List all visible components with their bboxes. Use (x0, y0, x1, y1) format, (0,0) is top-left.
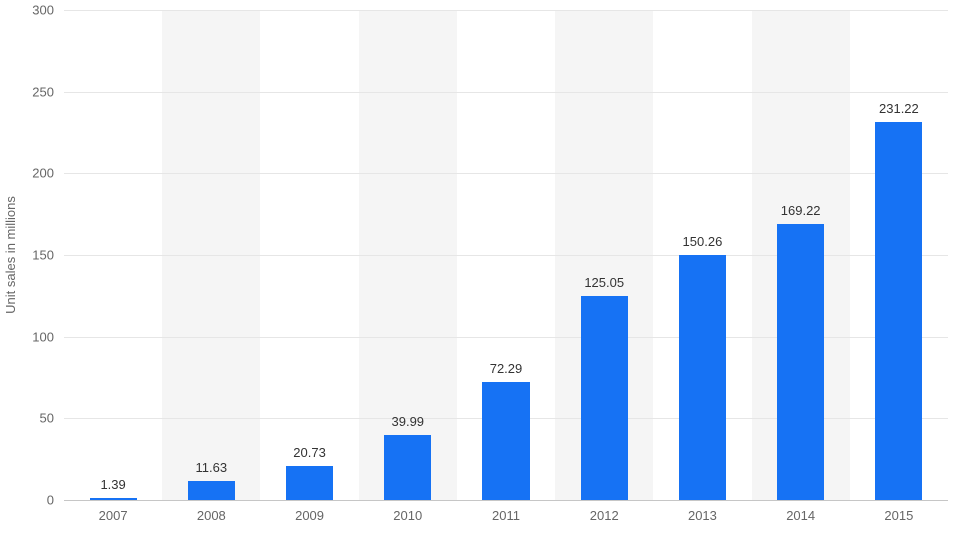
plot-area: 1.39 11.63 20.73 39.99 72.29 125.05 150.26 169.… (64, 10, 948, 500)
y-axis-title: Unit sales in millions (3, 196, 18, 314)
x-tick-label: 2008 (197, 508, 226, 523)
bar: 231.22 (875, 122, 922, 500)
bar-value-label: 1.39 (70, 477, 157, 498)
bar: 11.63 (188, 481, 235, 500)
y-tick-label: 50 (0, 411, 54, 426)
bar: 169.22 (777, 224, 824, 500)
gridline (64, 173, 948, 174)
bar-value-label: 150.26 (659, 234, 746, 255)
y-tick-label: 300 (0, 3, 54, 18)
y-tick-label: 100 (0, 329, 54, 344)
x-tick-label: 2013 (688, 508, 717, 523)
bar-value-label: 231.22 (855, 101, 942, 122)
x-tick-label: 2009 (295, 508, 324, 523)
bar: 72.29 (482, 382, 529, 500)
bar-value-label: 125.05 (561, 275, 648, 296)
bar-value-label: 11.63 (168, 460, 255, 481)
y-tick-label: 250 (0, 84, 54, 99)
x-tick-label: 2012 (590, 508, 619, 523)
y-tick-label: 200 (0, 166, 54, 181)
bar: 39.99 (384, 435, 431, 500)
bar-value-label: 39.99 (364, 414, 451, 435)
x-tick-label: 2015 (884, 508, 913, 523)
bar: 1.39 (90, 498, 137, 500)
x-tick-label: 2014 (786, 508, 815, 523)
gridline (64, 92, 948, 93)
bar: 20.73 (286, 466, 333, 500)
bar-value-label: 20.73 (266, 445, 353, 466)
x-tick-label: 2011 (492, 508, 520, 523)
x-tick-label: 2010 (393, 508, 422, 523)
gridline (64, 10, 948, 11)
bar-value-label: 72.29 (462, 361, 549, 382)
bar-chart: 1.39 11.63 20.73 39.99 72.29 125.05 150.26 169.… (0, 0, 960, 547)
bar: 125.05 (581, 296, 628, 500)
bar-value-label: 169.22 (757, 203, 844, 224)
bar: 150.26 (679, 255, 726, 500)
y-tick-label: 0 (0, 493, 54, 508)
x-tick-label: 2007 (99, 508, 128, 523)
